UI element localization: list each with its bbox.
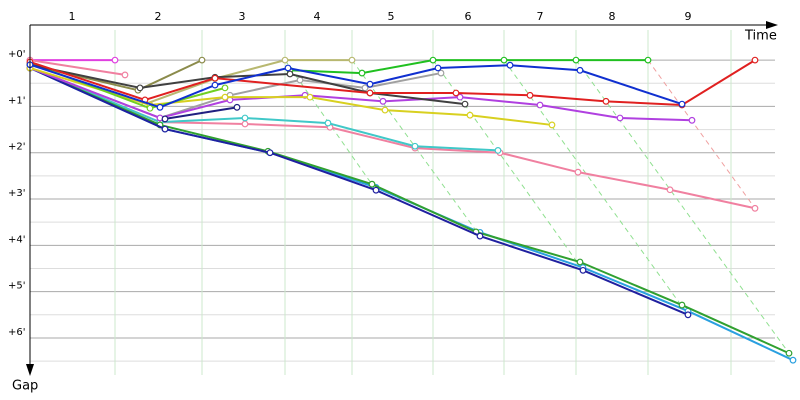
- point: [381, 106, 389, 114]
- point: [368, 180, 376, 188]
- point: [466, 111, 474, 119]
- point: [358, 69, 366, 77]
- point: [281, 56, 289, 64]
- point: [146, 104, 154, 112]
- point: [500, 56, 508, 64]
- y-tick-label: +2': [8, 142, 26, 153]
- point: [678, 301, 686, 309]
- point: [456, 93, 464, 101]
- point: [678, 100, 686, 108]
- point: [198, 56, 206, 64]
- point: [506, 61, 514, 69]
- series-line: [164, 106, 238, 120]
- dashed-trail: [503, 59, 689, 316]
- y-tick-label: +5': [8, 281, 26, 292]
- x-axis-title: Time: [744, 29, 777, 44]
- dashed-trail: [432, 59, 584, 271]
- point: [233, 103, 241, 111]
- y-tick-label: +3': [8, 188, 26, 199]
- x-tick-label: 2: [155, 10, 162, 23]
- point: [366, 80, 374, 88]
- dashed-trail: [647, 59, 756, 209]
- x-tick-label: 9: [685, 10, 692, 23]
- point: [434, 64, 442, 72]
- x-tick-label: 8: [609, 10, 616, 23]
- point: [785, 349, 793, 357]
- point: [536, 101, 544, 109]
- series-line: [29, 59, 126, 76]
- point: [324, 119, 332, 127]
- point: [574, 168, 582, 176]
- point: [411, 142, 419, 150]
- point: [156, 103, 164, 111]
- x-tick-label: 5: [388, 10, 395, 23]
- point: [548, 121, 556, 129]
- point: [494, 147, 502, 154]
- point: [429, 56, 437, 64]
- point: [221, 93, 229, 101]
- y-arrow: [26, 364, 34, 376]
- point: [221, 84, 229, 92]
- y-tick-label: +4': [8, 234, 26, 245]
- point: [684, 311, 692, 319]
- point: [526, 91, 534, 99]
- point: [121, 71, 129, 79]
- y-axis-title: Gap: [12, 379, 38, 394]
- point: [161, 125, 169, 133]
- series-line: [144, 59, 352, 106]
- point: [616, 114, 624, 122]
- series-line: [29, 67, 499, 152]
- y-tick-label: +1': [8, 95, 26, 106]
- point: [437, 69, 445, 77]
- point: [572, 56, 580, 64]
- point: [461, 100, 469, 108]
- point: [579, 266, 587, 274]
- x-tick-label: 3: [239, 10, 246, 23]
- x-arrow: [766, 21, 778, 29]
- x-tick-label: 1: [69, 10, 76, 23]
- point: [136, 84, 144, 92]
- point: [241, 120, 249, 128]
- point: [211, 81, 219, 89]
- point: [366, 89, 374, 97]
- point: [286, 70, 294, 78]
- x-tick-label: 7: [537, 10, 544, 23]
- point: [666, 186, 674, 194]
- y-tick-label: +6': [8, 327, 26, 338]
- point: [361, 84, 369, 92]
- point: [751, 56, 759, 64]
- point: [241, 114, 249, 122]
- point: [284, 64, 292, 72]
- dashed-trail: [575, 59, 790, 354]
- point: [161, 115, 169, 123]
- point: [266, 149, 274, 157]
- point: [789, 356, 797, 364]
- series-line: [289, 59, 648, 75]
- point: [602, 97, 610, 105]
- point: [372, 186, 380, 194]
- y-tick-label: +0': [8, 49, 26, 60]
- point: [452, 89, 460, 97]
- x-tick-label: 6: [465, 10, 472, 23]
- point: [306, 93, 314, 101]
- point: [751, 204, 759, 212]
- point: [348, 56, 356, 64]
- point: [576, 66, 584, 74]
- point: [111, 56, 119, 64]
- series-line: [29, 67, 790, 355]
- point: [211, 74, 219, 82]
- x-tick-label: 4: [314, 10, 321, 23]
- point: [379, 97, 387, 105]
- point: [688, 116, 696, 124]
- point: [576, 258, 584, 266]
- point: [476, 232, 484, 240]
- point: [296, 76, 304, 84]
- point: [644, 56, 652, 64]
